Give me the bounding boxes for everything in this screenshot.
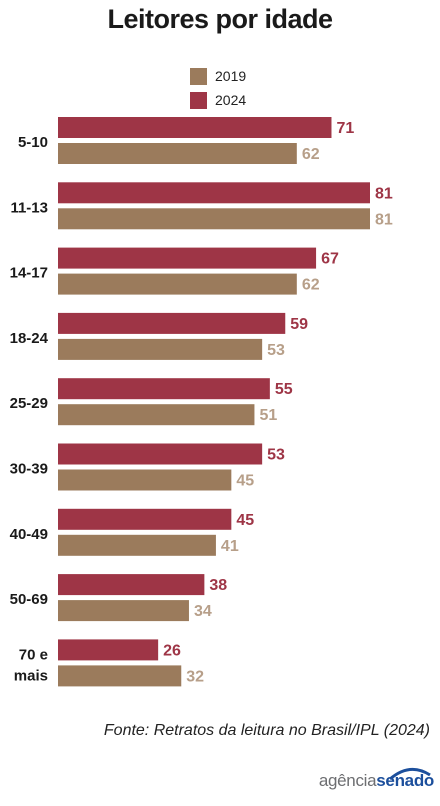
category-label-30-39: 30-39 bbox=[10, 461, 48, 478]
source-note: Fonte: Retratos da leitura no Brasil/IPL… bbox=[103, 722, 430, 739]
logo-senado-text: senado bbox=[376, 771, 434, 790]
bar-2019-5-10 bbox=[58, 143, 297, 164]
legend-item-2024: 2024 bbox=[190, 88, 246, 112]
bar-2019-40-49 bbox=[58, 534, 216, 556]
legend-item-2019: 2019 bbox=[190, 64, 246, 88]
category-label-18-24: 18-24 bbox=[10, 330, 49, 347]
bar-2019-11-13 bbox=[58, 208, 370, 230]
legend-label-2019: 2019 bbox=[215, 68, 247, 84]
category-label-50-69: 50-69 bbox=[10, 591, 48, 608]
data-label-2019-50-69: 34 bbox=[194, 603, 212, 620]
logo-arc-icon bbox=[389, 767, 431, 780]
bar-2019-25-29 bbox=[58, 404, 255, 426]
data-label-2019-11-13: 81 bbox=[375, 211, 393, 228]
bar-2024-40-49 bbox=[58, 508, 232, 530]
agencia-senado-logo: agência senado bbox=[319, 764, 434, 798]
data-label-2019-5-10: 62 bbox=[302, 146, 320, 163]
data-label-2024-70-e-mais: 26 bbox=[163, 642, 181, 659]
bar-2019-70-e-mais bbox=[58, 665, 182, 687]
category-label-14-17: 14-17 bbox=[10, 265, 48, 282]
chart-title: Leitores por idade bbox=[107, 4, 333, 34]
category-label-70-e-mais-line1: 70 e bbox=[19, 646, 48, 663]
data-label-2019-70-e-mais: 32 bbox=[186, 668, 204, 685]
data-label-2019-30-39: 45 bbox=[236, 473, 254, 490]
data-label-2019-18-24: 53 bbox=[267, 342, 285, 359]
legend-swatch-2019 bbox=[190, 67, 207, 85]
bar-2024-25-29 bbox=[58, 378, 270, 400]
category-label-11-13: 11-13 bbox=[10, 199, 48, 216]
bar-2024-70-e-mais bbox=[58, 639, 159, 661]
data-label-2019-14-17: 62 bbox=[302, 277, 320, 294]
data-label-2024-40-49: 45 bbox=[236, 512, 254, 529]
data-label-2024-18-24: 59 bbox=[290, 316, 308, 333]
logo-agencia-text: agência bbox=[318, 771, 377, 790]
category-label-25-29: 25-29 bbox=[10, 395, 48, 412]
bar-2024-5-10 bbox=[58, 117, 332, 138]
bar-2024-11-13 bbox=[58, 182, 370, 204]
category-label-40-49: 40-49 bbox=[10, 526, 48, 543]
bar-2019-18-24 bbox=[58, 338, 263, 360]
bar-2019-30-39 bbox=[58, 469, 232, 491]
legend-swatch-2024 bbox=[190, 91, 207, 109]
data-label-2024-14-17: 67 bbox=[321, 251, 339, 268]
bar-2024-30-39 bbox=[58, 443, 263, 465]
bar-2019-14-17 bbox=[58, 273, 297, 295]
data-label-2024-11-13: 81 bbox=[375, 185, 393, 202]
bar-2024-14-17 bbox=[58, 247, 317, 269]
chart-legend: 2019 2024 bbox=[190, 64, 246, 112]
data-label-2024-5-10: 71 bbox=[336, 120, 354, 137]
data-label-2024-25-29: 55 bbox=[275, 381, 293, 398]
data-label-2024-50-69: 38 bbox=[209, 577, 227, 594]
data-label-2019-25-29: 51 bbox=[259, 407, 277, 424]
bar-2024-18-24 bbox=[58, 312, 286, 334]
category-label-5-10: 5-10 bbox=[18, 134, 48, 151]
data-label-2019-40-49: 41 bbox=[221, 538, 239, 555]
bar-2024-50-69 bbox=[58, 574, 205, 596]
data-label-2024-30-39: 53 bbox=[267, 447, 285, 464]
legend-label-2024: 2024 bbox=[215, 92, 247, 108]
category-label-70-e-mais-line2: mais bbox=[14, 667, 48, 684]
bar-2019-50-69 bbox=[58, 600, 189, 622]
